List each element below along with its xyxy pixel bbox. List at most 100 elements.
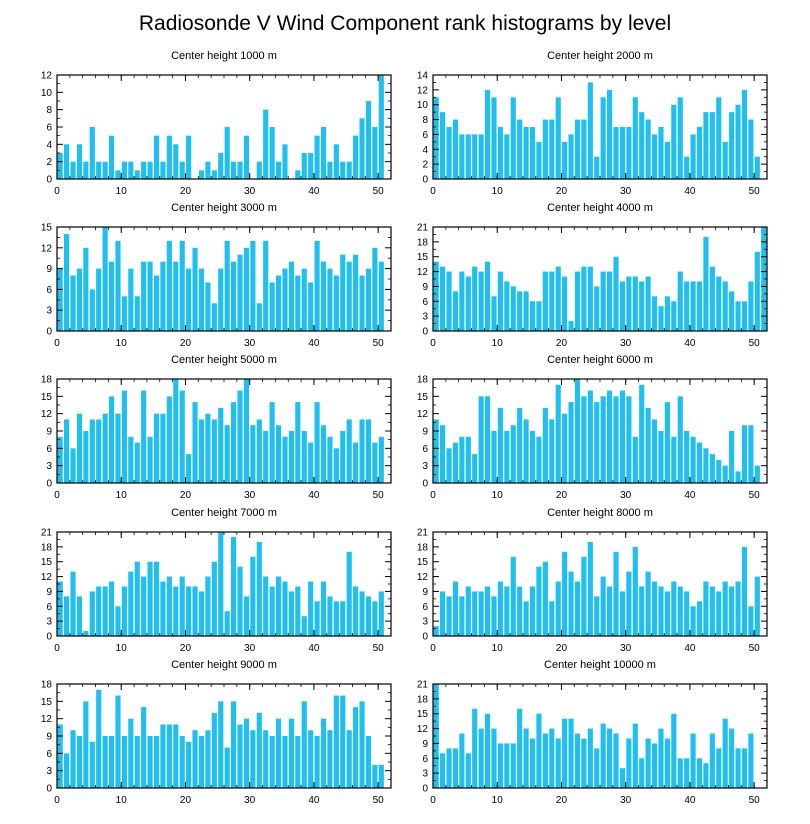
histogram-bar	[372, 601, 378, 636]
histogram-bar	[231, 161, 237, 179]
histogram-bar	[365, 736, 372, 788]
histogram-bar	[179, 161, 185, 179]
histogram-bar	[333, 448, 339, 483]
y-tick-label: 0	[422, 784, 428, 795]
histogram-bar	[263, 576, 269, 636]
histogram-bar	[353, 135, 359, 179]
y-tick-label: 12	[41, 572, 53, 583]
y-tick-label: 18	[41, 680, 53, 691]
x-tick-label: 10	[116, 338, 128, 349]
histogram-bar	[153, 275, 160, 331]
x-tick-label: 20	[180, 186, 192, 197]
histogram-bar	[198, 268, 205, 331]
histogram-bar	[658, 306, 664, 331]
histogram-bar	[452, 291, 459, 331]
histogram-bar	[353, 254, 359, 331]
histogram-bar	[440, 425, 446, 483]
histogram-bar	[256, 161, 262, 179]
y-tick-label: 9	[422, 587, 428, 598]
histogram-bar	[314, 736, 320, 788]
histogram-bar	[333, 275, 339, 331]
histogram-bar	[722, 581, 728, 636]
panel-title: Center height 4000 m	[547, 202, 653, 214]
histogram-bar	[549, 728, 555, 788]
x-tick-label: 0	[54, 643, 60, 654]
histogram-bar	[446, 596, 452, 636]
histogram-bar	[517, 291, 523, 331]
y-tick-label: 9	[422, 282, 428, 293]
histogram-panel: Center height 7000 m 0 10 20 30 40 50 0 3 6 9 12 15 1…	[41, 507, 392, 654]
x-tick-label: 10	[492, 795, 504, 806]
histogram-bar	[748, 733, 754, 788]
histogram-bar	[510, 97, 516, 179]
histogram-bar	[459, 733, 465, 788]
histogram-bar	[320, 718, 327, 788]
histogram-bar	[340, 161, 346, 179]
histogram-bar	[372, 247, 378, 331]
histogram-bar	[600, 271, 606, 331]
histogram-bar	[89, 741, 95, 788]
panel-title: Center height 7000 m	[171, 507, 277, 519]
histogram-bar	[741, 89, 748, 179]
histogram-bar	[684, 591, 690, 636]
x-tick-label: 20	[556, 795, 568, 806]
histogram-bar	[696, 601, 703, 636]
histogram-bar	[166, 576, 172, 636]
y-tick-label: 18	[417, 694, 429, 705]
histogram-bar	[263, 730, 269, 788]
histogram-bar	[484, 89, 491, 179]
x-tick-label: 50	[749, 490, 761, 501]
histogram-bar	[70, 275, 76, 331]
histogram-bar	[96, 689, 102, 788]
y-tick-label: 4	[46, 140, 52, 151]
histogram-bar	[568, 402, 574, 483]
histogram-bar	[626, 571, 632, 636]
histogram-bar	[484, 396, 491, 483]
histogram-bar	[314, 601, 320, 636]
x-tick-label: 0	[54, 490, 60, 501]
y-tick-label: 6	[46, 123, 52, 134]
y-tick-label: 15	[41, 392, 53, 403]
histogram-bar	[166, 135, 172, 179]
histogram-bar	[205, 730, 211, 788]
histogram-bar	[153, 413, 160, 483]
histogram-bar	[282, 436, 288, 483]
histogram-bar	[581, 266, 587, 331]
histogram-bar	[153, 561, 160, 636]
histogram-bar	[263, 109, 269, 179]
histogram-bar	[626, 738, 632, 788]
histogram-bar	[491, 596, 497, 636]
histogram-bar	[517, 708, 523, 788]
histogram-bar	[359, 419, 365, 483]
y-tick-label: 3	[46, 617, 52, 628]
histogram-bar	[211, 712, 217, 788]
histogram-bar	[716, 276, 722, 331]
y-tick-label: 9	[46, 427, 52, 438]
histogram-bar	[378, 436, 384, 483]
histogram-bar	[256, 419, 262, 483]
histogram-bar	[465, 586, 471, 636]
x-tick-label: 0	[430, 186, 436, 197]
histogram-bar	[619, 390, 626, 483]
y-tick-label: 9	[422, 739, 428, 750]
histogram-bar	[96, 268, 102, 331]
histogram-bar	[433, 684, 439, 788]
y-tick-label: 18	[417, 542, 429, 553]
histogram-bar	[703, 581, 709, 636]
y-tick-label: 12	[41, 243, 53, 254]
y-tick-label: 18	[417, 375, 429, 386]
histogram-bar	[192, 730, 198, 788]
histogram-bar	[600, 723, 606, 788]
y-tick-label: 12	[417, 572, 429, 583]
histogram-bar	[365, 268, 372, 331]
histogram-bar	[269, 127, 275, 179]
histogram-bar	[664, 738, 670, 788]
histogram-bar	[684, 431, 690, 483]
histogram-bar	[173, 261, 179, 331]
panel-title: Center height 5000 m	[171, 354, 277, 366]
histogram-bar	[542, 733, 548, 788]
histogram-bar	[243, 247, 250, 331]
histogram-bar	[96, 586, 102, 636]
histogram-bar	[491, 431, 497, 483]
histogram-bar	[510, 743, 516, 788]
